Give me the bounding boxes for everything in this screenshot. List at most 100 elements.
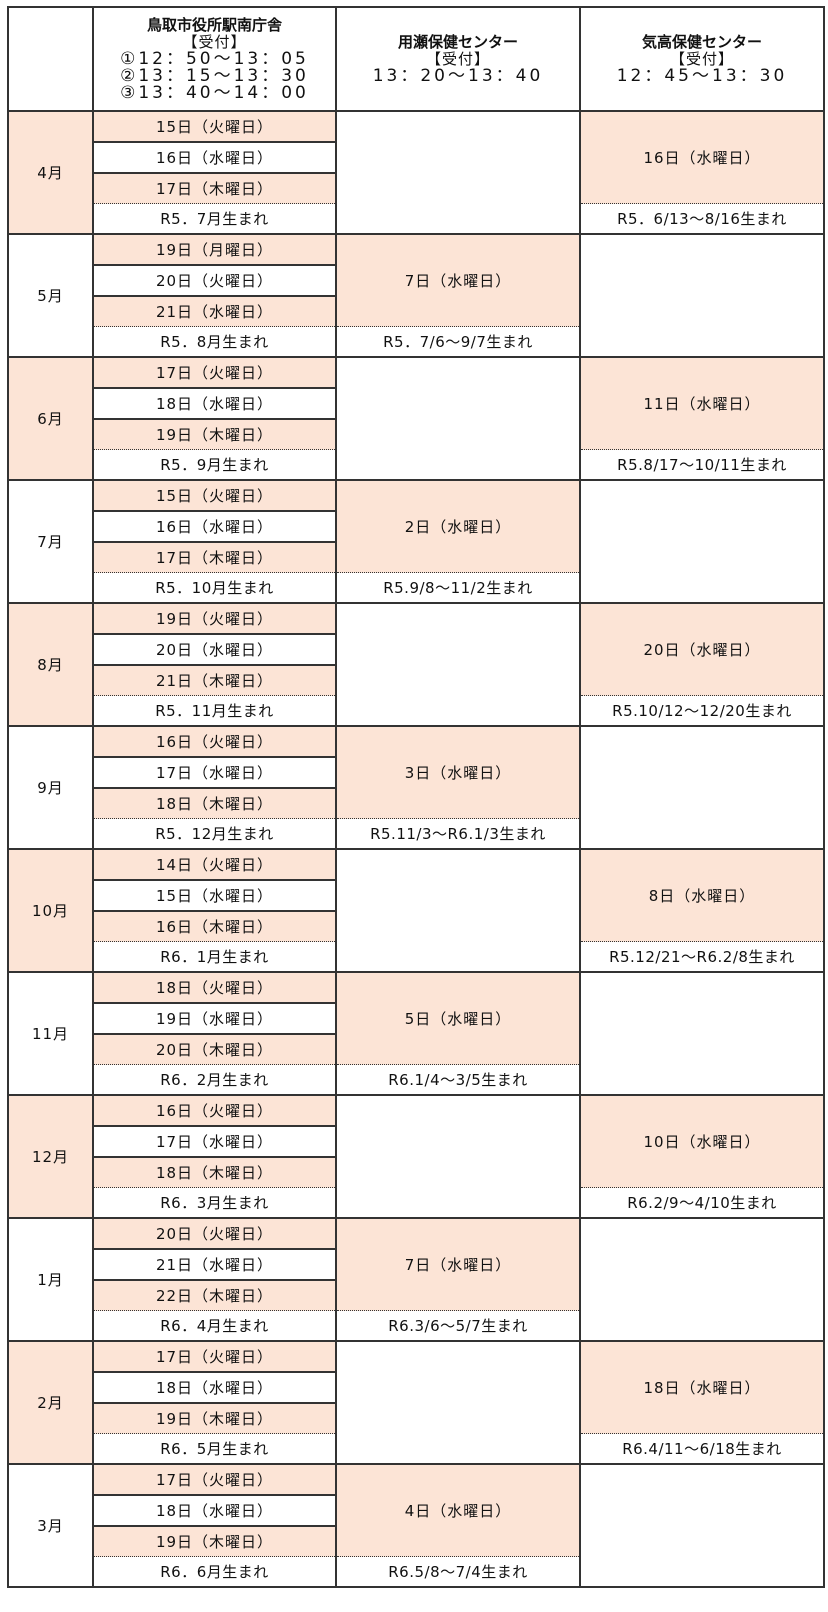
ekinan-date: 15日（火曜日） bbox=[92, 479, 337, 512]
month-row: 21日（水曜日） bbox=[8, 295, 824, 327]
ketaka-time: 12：45～13：30 bbox=[616, 65, 788, 86]
month-cell: 4月 bbox=[7, 110, 94, 235]
ekinan-date: 17日（水曜日） bbox=[92, 1125, 337, 1158]
month-row: 3月 17日（火曜日） 4日（水曜日） bbox=[7, 1463, 825, 1588]
month-row: 17日（水曜日） bbox=[8, 756, 824, 789]
month-row: 17日（木曜日） bbox=[8, 172, 824, 204]
month-row: 22日（木曜日） bbox=[8, 1279, 824, 1311]
month-row: 2月 17日（火曜日） 18日（水曜日） bbox=[7, 1340, 825, 1465]
ekinan-time-1: ①12：50～13：05 bbox=[120, 48, 309, 69]
ekinan-date: 17日（木曜日） bbox=[92, 541, 337, 573]
mochigase-birth-range: R5．7/6～9/7生まれ bbox=[335, 326, 581, 358]
ekinan-reception-label: 【受付】 bbox=[182, 32, 247, 51]
ekinan-birth-range: R6．4月生まれ bbox=[92, 1310, 337, 1342]
month-cell: 2月 bbox=[7, 1340, 94, 1465]
month-row: R6．4月生まれ R6.3/6～5/7生まれ bbox=[8, 1310, 824, 1342]
header-ketaka: 気高保健センター 【受付】 12：45～13：30 bbox=[579, 6, 825, 112]
ketaka-birth-range: R5.12/21～R6.2/8生まれ bbox=[579, 941, 825, 973]
ekinan-date: 16日（木曜日） bbox=[92, 910, 337, 942]
mochigase-empty bbox=[335, 356, 581, 481]
ketaka-date: 10日（水曜日） bbox=[579, 1094, 825, 1188]
ekinan-date: 18日（水曜日） bbox=[92, 1371, 337, 1404]
ketaka-date: 18日（水曜日） bbox=[579, 1340, 825, 1434]
mochigase-title: 用瀬保健センター bbox=[397, 32, 518, 51]
month-cell: 3月 bbox=[7, 1463, 94, 1588]
ekinan-birth-range: R5．7月生まれ bbox=[92, 203, 337, 235]
ekinan-date: 21日（水曜日） bbox=[92, 1248, 337, 1281]
month-row: 20日（木曜日） bbox=[8, 1033, 824, 1065]
ekinan-date: 18日（木曜日） bbox=[92, 1156, 337, 1188]
month-row: 17日（木曜日） bbox=[8, 541, 824, 573]
ekinan-date: 18日（木曜日） bbox=[92, 787, 337, 819]
ketaka-birth-range: R5.8/17～10/11生まれ bbox=[579, 449, 825, 481]
ekinan-date: 18日（水曜日） bbox=[92, 387, 337, 420]
ekinan-date: 20日（火曜日） bbox=[92, 1217, 337, 1250]
month-cell: 7月 bbox=[7, 479, 94, 604]
checkup-schedule-table: 鳥取市役所駅南庁舎 【受付】 ①12：50～13：05 ②13：15～13：30… bbox=[7, 6, 825, 1588]
month-row: R6．5月生まれ R6.4/11～6/18生まれ bbox=[8, 1433, 825, 1465]
ketaka-title: 気高保健センター bbox=[641, 32, 762, 51]
ekinan-date: 19日（木曜日） bbox=[92, 1402, 337, 1434]
month-row: 6月 17日（火曜日） 11日（水曜日） bbox=[7, 356, 825, 481]
mochigase-date: 4日（水曜日） bbox=[335, 1463, 581, 1557]
month-row: R5．11月生まれ R5.10/12～12/20生まれ bbox=[8, 695, 825, 727]
ekinan-date: 21日（水曜日） bbox=[92, 295, 337, 327]
ekinan-birth-range: R5．12月生まれ bbox=[92, 818, 337, 850]
ekinan-date: 20日（水曜日） bbox=[92, 633, 337, 666]
ekinan-birth-range: R6．3月生まれ bbox=[92, 1187, 337, 1219]
mochigase-time: 13：20～13：40 bbox=[372, 65, 544, 86]
ekinan-date: 16日（火曜日） bbox=[92, 1094, 337, 1127]
ekinan-date: 14日（火曜日） bbox=[92, 848, 337, 881]
month-cell: 10月 bbox=[7, 848, 94, 973]
mochigase-birth-range: R5.9/8～11/2生まれ bbox=[335, 572, 581, 604]
ekinan-date: 19日（月曜日） bbox=[92, 233, 337, 266]
ekinan-date: 19日（木曜日） bbox=[92, 418, 337, 450]
month-row: 18日（水曜日） bbox=[8, 1371, 824, 1404]
month-row: 19日（木曜日） bbox=[8, 418, 824, 450]
ekinan-date: 16日（火曜日） bbox=[92, 725, 337, 758]
month-row: 21日（水曜日） bbox=[8, 1248, 824, 1281]
ekinan-date: 20日（木曜日） bbox=[92, 1033, 337, 1065]
month-row: 15日（水曜日） bbox=[8, 879, 824, 912]
ekinan-date: 15日（火曜日） bbox=[92, 110, 337, 143]
month-row: 16日（水曜日） bbox=[8, 510, 824, 543]
month-row: 16日（木曜日） bbox=[8, 910, 824, 942]
month-row: 9月 16日（火曜日） 3日（水曜日） bbox=[7, 725, 825, 850]
mochigase-date: 7日（水曜日） bbox=[335, 233, 581, 327]
mochigase-date: 5日（水曜日） bbox=[335, 971, 581, 1065]
month-row: 5月 19日（月曜日） 7日（水曜日） bbox=[7, 233, 825, 358]
month-row: R6．3月生まれ R6.2/9～4/10生まれ bbox=[8, 1187, 825, 1219]
ketaka-reception-label: 【受付】 bbox=[669, 49, 734, 68]
ekinan-date: 18日（火曜日） bbox=[92, 971, 337, 1004]
ekinan-date: 17日（木曜日） bbox=[92, 172, 337, 204]
mochigase-birth-range: R5.11/3～R6.1/3生まれ bbox=[335, 818, 581, 850]
header-mochigase: 用瀬保健センター 【受付】 13：20～13：40 bbox=[335, 6, 581, 112]
month-row: 1月 20日（火曜日） 7日（水曜日） bbox=[7, 1217, 825, 1342]
month-row: 4月 15日（火曜日） 16日（水曜日） bbox=[7, 110, 825, 235]
month-row: 18日（木曜日） bbox=[8, 787, 824, 819]
ekinan-date: 17日（火曜日） bbox=[92, 1340, 337, 1373]
ekinan-date: 18日（水曜日） bbox=[92, 1494, 337, 1527]
month-row: R5．8月生まれ R5．7/6～9/7生まれ bbox=[8, 326, 824, 358]
month-row: 11月 18日（火曜日） 5日（水曜日） bbox=[7, 971, 825, 1096]
month-row: 7月 15日（火曜日） 2日（水曜日） bbox=[7, 479, 825, 604]
ketaka-birth-range: R6.4/11～6/18生まれ bbox=[579, 1433, 825, 1465]
month-cell: 12月 bbox=[7, 1094, 94, 1219]
ekinan-date: 17日（火曜日） bbox=[92, 356, 337, 389]
month-row: R5．12月生まれ R5.11/3～R6.1/3生まれ bbox=[8, 818, 824, 850]
month-row: 8月 19日（火曜日） 20日（水曜日） bbox=[7, 602, 825, 727]
ketaka-empty bbox=[579, 1217, 825, 1342]
ketaka-birth-range: R6.2/9～4/10生まれ bbox=[579, 1187, 825, 1219]
ekinan-birth-range: R6．5月生まれ bbox=[92, 1433, 337, 1465]
ekinan-date: 22日（木曜日） bbox=[92, 1279, 337, 1311]
ketaka-birth-range: R5．6/13～8/16生まれ bbox=[579, 203, 825, 235]
mochigase-birth-range: R6.1/4～3/5生まれ bbox=[335, 1064, 581, 1096]
header-month bbox=[7, 6, 94, 112]
ketaka-empty bbox=[579, 479, 825, 604]
ekinan-birth-range: R6．6月生まれ bbox=[92, 1556, 337, 1588]
mochigase-empty bbox=[335, 848, 581, 973]
month-row: R5．9月生まれ R5.8/17～10/11生まれ bbox=[8, 449, 825, 481]
month-row: 20日（火曜日） bbox=[8, 264, 824, 297]
mochigase-empty bbox=[335, 1340, 581, 1465]
month-cell: 1月 bbox=[7, 1217, 94, 1342]
